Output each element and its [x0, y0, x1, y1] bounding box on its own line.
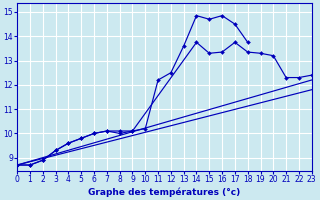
X-axis label: Graphe des températures (°c): Graphe des températures (°c)	[88, 187, 241, 197]
